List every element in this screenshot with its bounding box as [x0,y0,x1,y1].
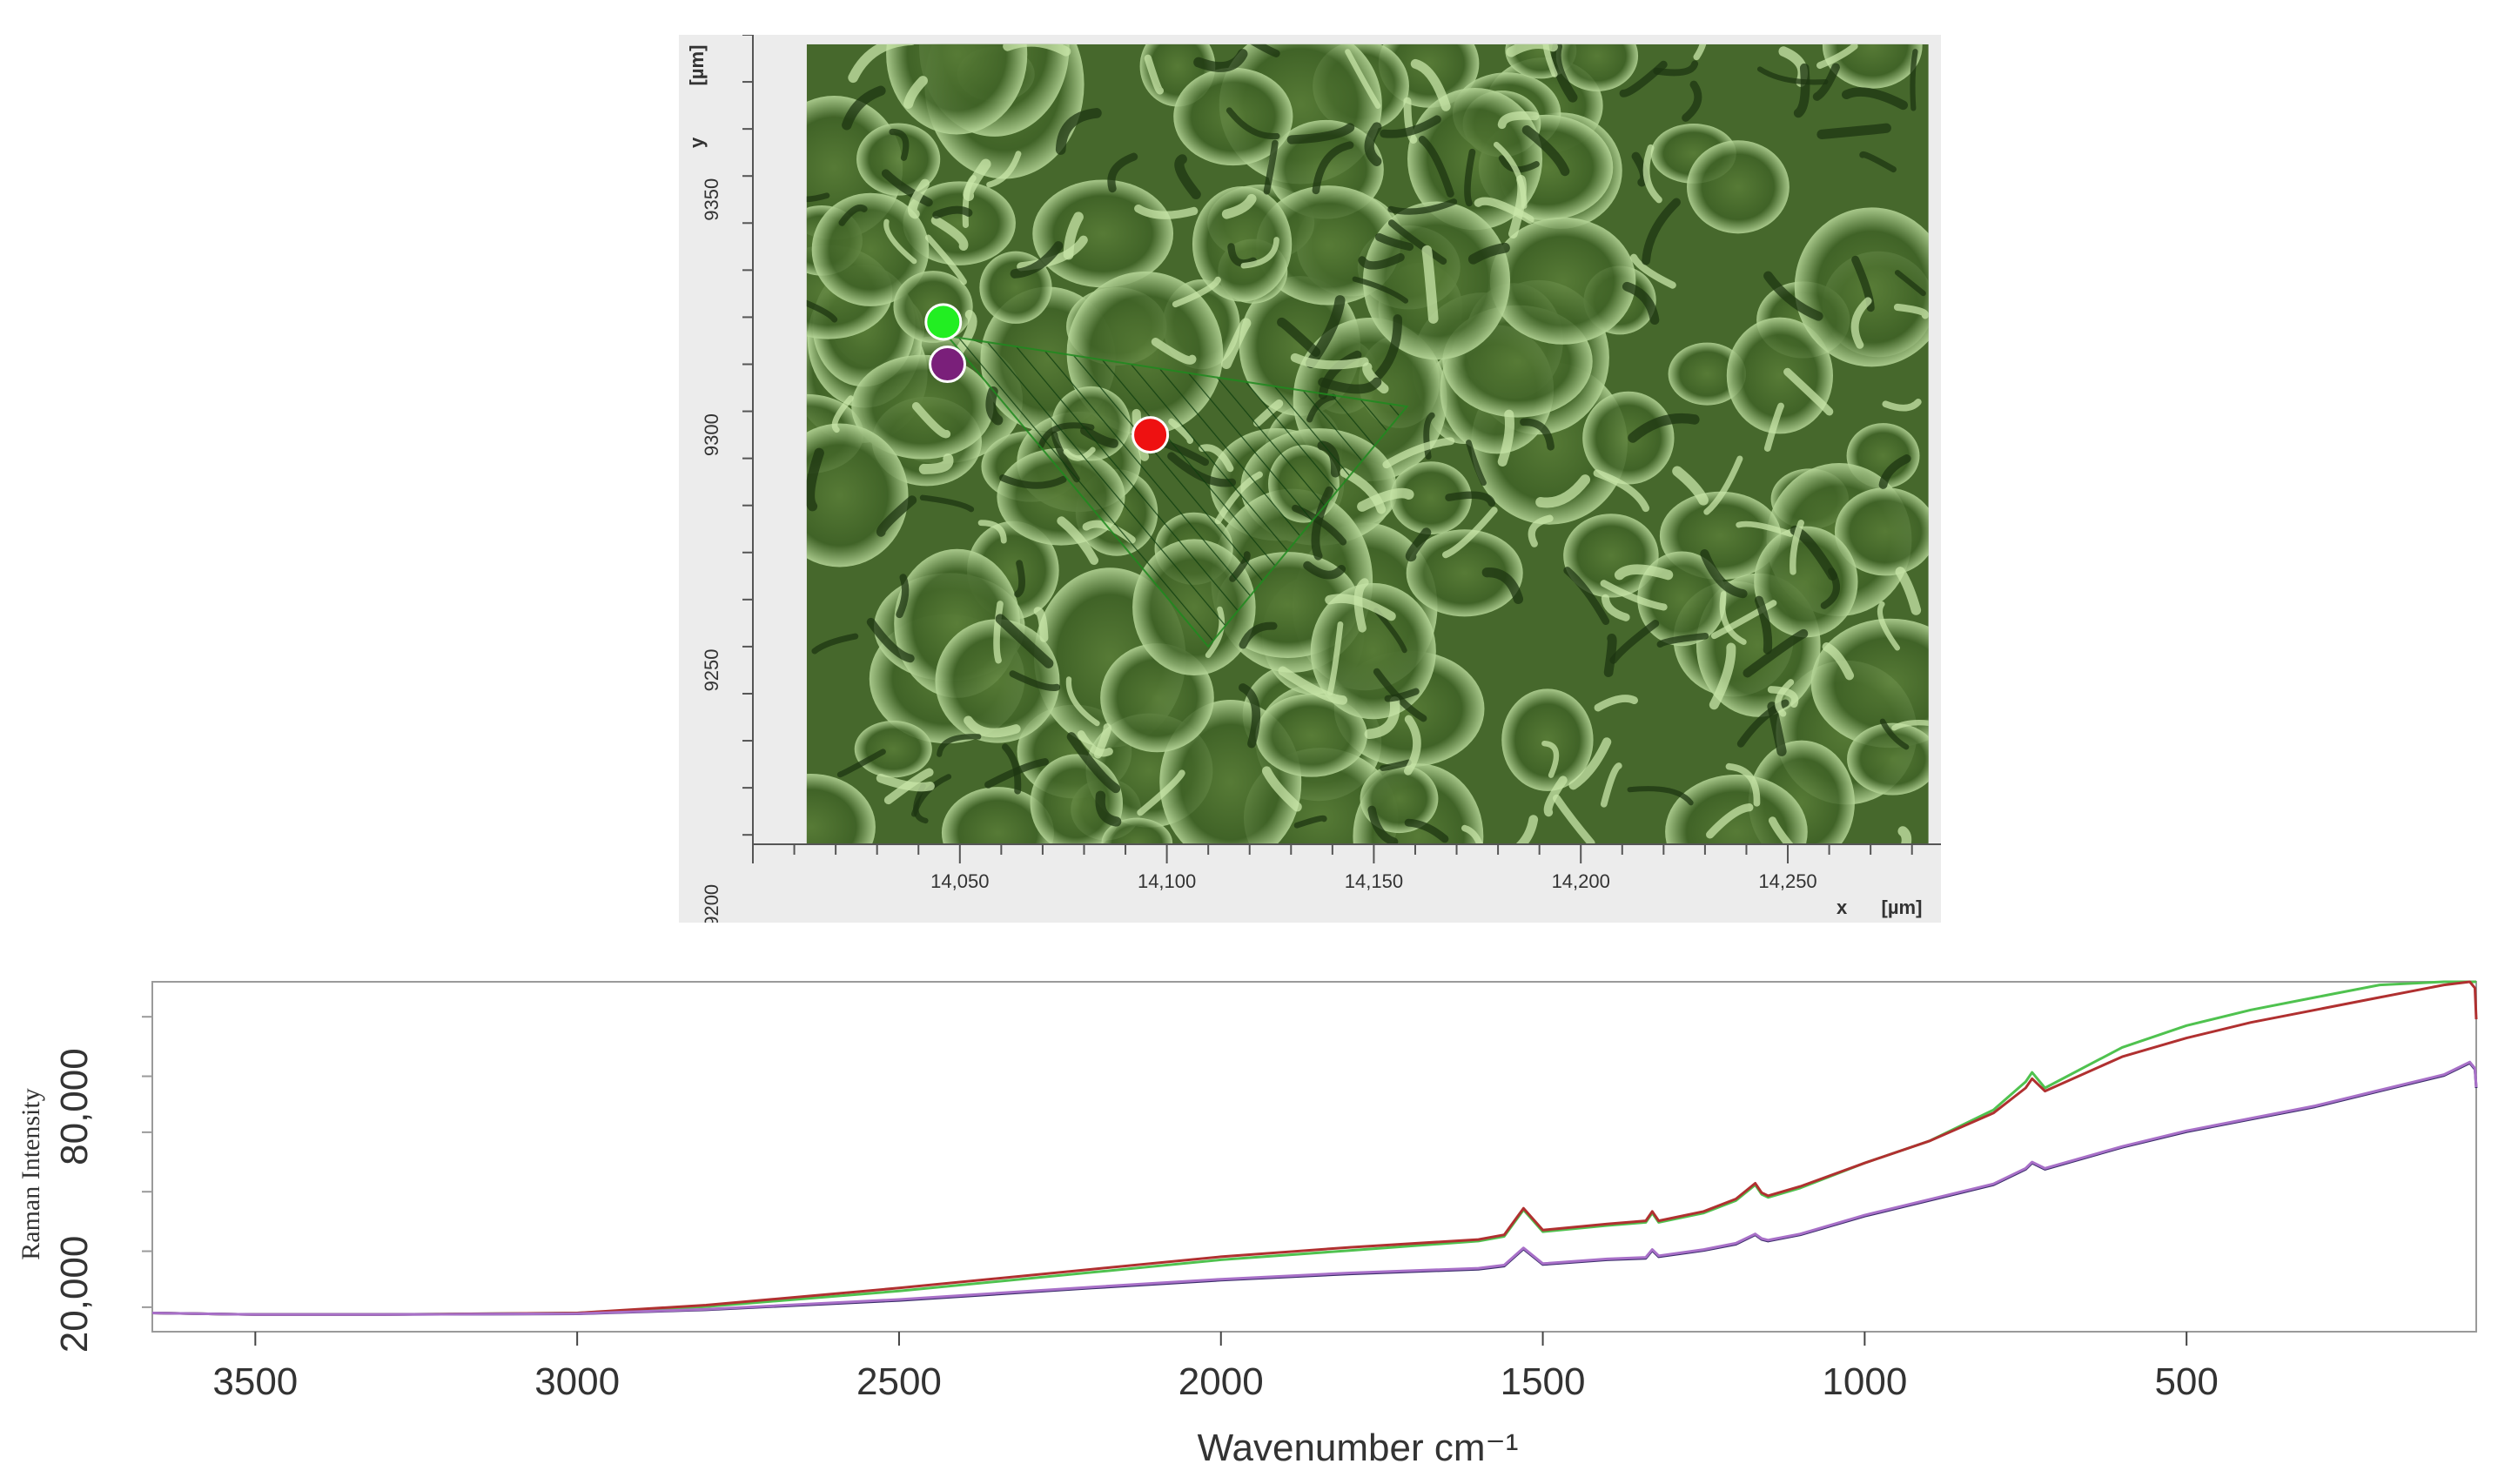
map-point-purple[interactable] [929,345,967,383]
optical-map-panel: 14,050 14,100 14,150 14,200 14,250 9350 9300 92… [679,35,1941,923]
spectrum-y-tick-label: 20,000 [53,1236,96,1353]
optical-map-chart: 14,050 14,100 14,150 14,200 14,250 9350 9300 92… [686,35,1941,923]
spectrum-x-tick-label: 2000 [1178,1360,1264,1403]
map-x-tick-label: 14,100 [1138,870,1196,892]
spectrum-x-tick-label: 1000 [1822,1360,1907,1403]
map-y-tick-label: 9200 [701,884,722,923]
spectrum-x-tick-label: 2500 [856,1360,942,1403]
map-y-axis-letter: y [686,137,708,148]
spectrum-y-axis-label: Raman Intensity [17,1088,45,1259]
map-y-tick-label: 9350 [701,178,722,221]
spectrum-series-3 [151,1060,2478,1316]
map-x-tick-label: 14,250 [1758,870,1816,892]
spectrum-series-1 [151,980,2478,1316]
map-y-unit: [µm] [686,45,708,86]
roi-polygon[interactable] [945,334,1409,648]
map-x-tick-label: 14,200 [1552,870,1610,892]
spectrum-x-tick-label: 1500 [1501,1360,1586,1403]
map-y-tick-label: 9250 [701,648,722,691]
spectrum-x-tick-label: 3500 [212,1360,298,1403]
map-x-tick-label: 14,050 [930,870,989,892]
spectrum-plot-area [151,981,2477,1333]
spectrum-x-tick-label: 500 [2154,1360,2218,1403]
spectrum-x-tick-label: 3000 [534,1360,620,1403]
spectrum-series-0 [151,980,2476,1316]
map-x-tick-label: 14,150 [1345,870,1403,892]
map-x-unit: [µm] [1882,896,1923,918]
map-point-red[interactable] [1131,416,1170,454]
spectrum-y-tick-label: 80,000 [53,1048,96,1165]
map-y-tick-label: 9300 [701,413,722,456]
micrograph-image [806,44,1929,844]
map-x-axis-letter: x [1837,896,1848,918]
raman-spectrum-chart: 3500 3000 2500 2000 1500 1000 500 20,000 80,000 W… [17,980,2478,1469]
spectrum-x-axis-label: Wavenumber cm⁻¹ [1198,1427,1519,1469]
map-point-green[interactable] [924,303,963,341]
